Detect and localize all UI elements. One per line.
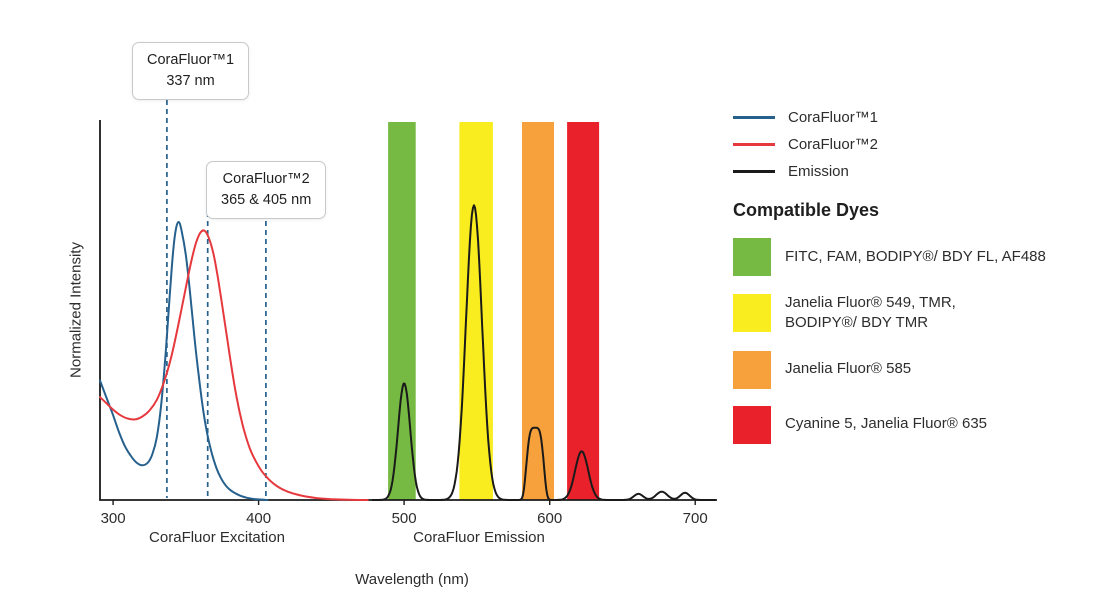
y-axis-label: Normalized Intensity: [67, 242, 85, 378]
callout-corafluor2-excitation: CoraFluor™2 365 & 405 nm: [206, 161, 327, 220]
dye-label-line: FITC, FAM, BODIPY®/ BDY FL, AF488: [785, 247, 1046, 265]
callout-corafluor1-wavelength: 337 nm: [166, 73, 215, 90]
x-tick-label: 400: [246, 510, 271, 527]
dye-label-line: Janelia Fluor® 549, TMR,: [785, 294, 956, 311]
legend-label-corafluor1: CoraFluor™1: [788, 109, 879, 126]
dye-label-line: Janelia Fluor® 585: [785, 360, 912, 378]
x-tick-label: 300: [101, 510, 126, 527]
legend-label-emission: Emission: [788, 163, 849, 180]
spectra-chart: 300 400 500 600 700: [99, 82, 717, 527]
emission-curve: [372, 204, 716, 501]
dye-label-green: FITC, FAM, BODIPY®/ BDY FL, AF488: [785, 247, 1046, 267]
dye-label-line: Cyanine 5, Janelia Fluor® 635: [785, 415, 988, 433]
callout-corafluor1-title: CoraFluor™1: [147, 52, 235, 68]
legend-line-blue-icon: [733, 116, 775, 119]
dye-item-yellow: Janelia Fluor® 549, TMR, BODIPY®/ BDY TM…: [733, 293, 1098, 334]
legend-line-red-icon: [733, 143, 775, 146]
legend-item-corafluor1: CoraFluor™1: [733, 104, 1098, 131]
excitation-curve: [99, 221, 269, 501]
legend-panel: CoraFluor™1 CoraFluor™2 Emission Compati…: [733, 104, 1098, 461]
dye-label-orange: Janelia Fluor® 585: [785, 359, 911, 379]
dye-swatch-yellow: [733, 294, 771, 333]
legend-item-corafluor2: CoraFluor™2: [733, 131, 1098, 158]
callout-corafluor2-wavelength: 365 & 405 nm: [221, 192, 312, 209]
filter-band: [522, 122, 554, 500]
callout-corafluor2-title: CoraFluor™2: [222, 171, 310, 187]
filter-band: [567, 122, 600, 500]
dye-label-yellow: Janelia Fluor® 549, TMR, BODIPY®/ BDY TM…: [785, 293, 956, 334]
compatible-dyes-heading: Compatible Dyes: [733, 200, 880, 220]
dye-label-line: BODIPY®/ BDY TMR: [785, 314, 929, 332]
dye-label-red: Cyanine 5, Janelia Fluor® 635: [785, 414, 987, 434]
dye-item-green: FITC, FAM, BODIPY®/ BDY FL, AF488: [733, 238, 1098, 276]
x-tick-label: 600: [537, 510, 562, 527]
dye-swatch-orange: [733, 350, 771, 389]
legend-item-emission: Emission: [733, 158, 1098, 185]
legend-label-corafluor2: CoraFluor™2: [788, 136, 879, 153]
callout-corafluor1-excitation: CoraFluor™1 337 nm: [132, 42, 250, 101]
dye-swatch-red: [733, 405, 771, 444]
excitation-curve: [99, 229, 369, 501]
x-tick-label: 700: [683, 510, 708, 527]
x-section-label-excitation: CoraFluor Excitation: [149, 529, 285, 546]
legend-line-black-icon: [733, 170, 775, 173]
dye-item-red: Cyanine 5, Janelia Fluor® 635: [733, 405, 1098, 444]
x-section-label-emission: CoraFluor Emission: [413, 529, 545, 546]
x-tick-label: 500: [392, 510, 417, 527]
dye-item-orange: Janelia Fluor® 585: [733, 350, 1098, 389]
dye-swatch-green: [733, 238, 771, 276]
x-axis-label: Wavelength (nm): [355, 571, 469, 588]
